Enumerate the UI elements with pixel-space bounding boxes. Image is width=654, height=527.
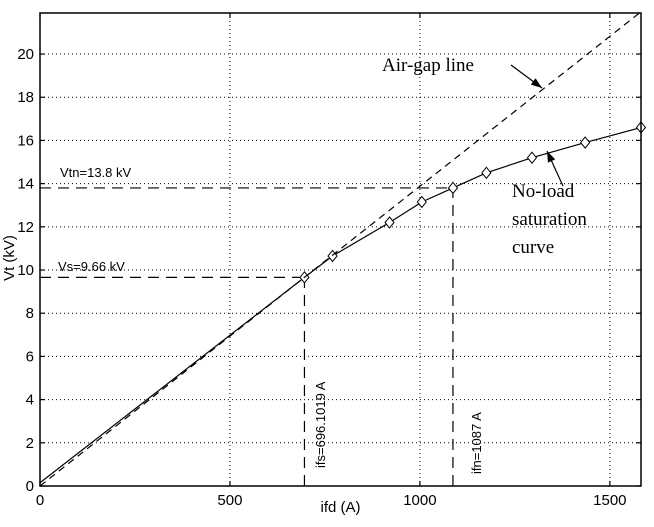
x-axis-label: ifd (A) — [320, 499, 360, 516]
y-tick-label-6: 6 — [26, 348, 34, 365]
y-tick-label-8: 8 — [26, 305, 34, 322]
y-axis-label: Vt (kV) — [1, 235, 18, 281]
data-point-marker — [447, 181, 459, 195]
y-tick-label-2: 2 — [26, 435, 34, 452]
x-tick-label-500: 500 — [217, 492, 242, 509]
y-tick-label-12: 12 — [17, 219, 34, 236]
x-tick-label-0: 0 — [36, 492, 44, 509]
airgap-arrow-head — [530, 78, 542, 88]
noload-label-line-2: curve — [512, 237, 554, 258]
y-tick-label-18: 18 — [17, 89, 34, 106]
data-point-marker — [481, 166, 492, 180]
data-point-marker — [416, 195, 427, 209]
data-point-marker — [327, 249, 338, 263]
y-tick-label-20: 20 — [17, 46, 34, 63]
data-point-marker — [384, 216, 395, 229]
noload-label-line-0: No-load — [512, 181, 575, 202]
x-tick-label-1000: 1000 — [403, 492, 436, 509]
data-point-marker — [580, 136, 591, 149]
ifn-label: ifn=1087 A — [469, 412, 484, 474]
data-point-marker — [526, 151, 538, 164]
vs-label: Vs=9.66 kV — [58, 259, 125, 274]
x-tick-label-1500: 1500 — [593, 492, 626, 509]
y-tick-label-4: 4 — [26, 392, 34, 409]
y-tick-label-10: 10 — [17, 262, 34, 279]
axes-box — [39, 12, 642, 487]
airgap-label: Air-gap line — [382, 55, 474, 76]
noload-label-line-1: saturation — [512, 209, 587, 230]
noload-arrow-head — [547, 151, 556, 163]
series-line-1 — [39, 12, 640, 487]
ifs-label: ifs=696.1019 A — [313, 381, 328, 468]
y-tick-label-16: 16 — [17, 132, 34, 149]
vtn-label: Vtn=13.8 kV — [60, 165, 132, 180]
y-tick-label-0: 0 — [26, 478, 34, 495]
y-tick-label-14: 14 — [17, 176, 34, 193]
